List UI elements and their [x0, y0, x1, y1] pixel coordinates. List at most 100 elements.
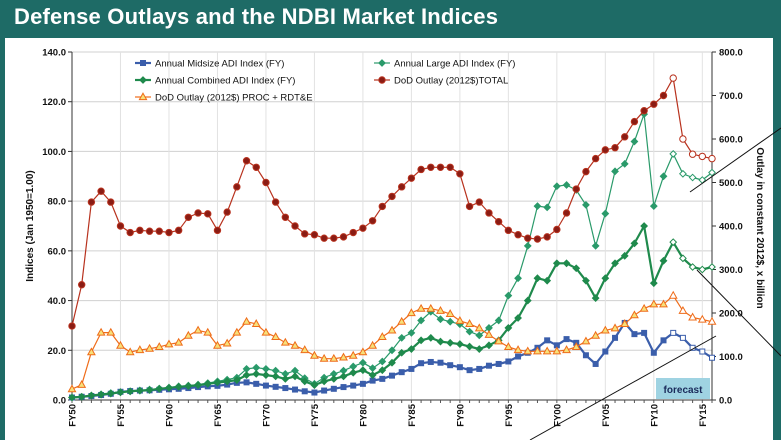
data-point: [87, 391, 96, 400]
data-point: [562, 259, 571, 268]
data-point: [204, 210, 212, 218]
x-tick-label: FY75: [310, 403, 321, 426]
data-point: [601, 209, 610, 218]
data-point: [533, 235, 542, 243]
data-point: [582, 352, 589, 359]
data-point: [282, 385, 289, 392]
data-point: [659, 91, 668, 100]
overlay-line-middle: [696, 269, 781, 357]
data-point: [330, 385, 337, 392]
data-point: [474, 323, 484, 332]
data-point: [359, 380, 366, 387]
data-point: [669, 238, 678, 247]
data-point: [699, 348, 706, 355]
data-point: [251, 319, 261, 327]
data-point: [650, 100, 658, 108]
overlay-line-upper: [689, 127, 781, 193]
data-point: [504, 291, 513, 300]
data-point: [552, 182, 561, 191]
data-point: [359, 224, 367, 232]
data-point: [688, 312, 698, 321]
data-point: [348, 350, 358, 359]
data-point: [408, 365, 415, 372]
data-point: [669, 74, 677, 82]
data-point: [523, 346, 533, 355]
forecast-box: [656, 378, 710, 399]
data-point: [649, 279, 658, 288]
data-point: [329, 374, 338, 383]
y2-tick-label: 700.0: [719, 91, 743, 102]
data-point: [379, 375, 386, 382]
data-point: [679, 334, 686, 341]
x-tick-label: FY60: [164, 404, 175, 427]
data-point: [708, 154, 716, 163]
data-point: [485, 209, 493, 217]
data-point: [77, 379, 87, 388]
data-point: [252, 163, 260, 171]
data-point: [329, 353, 339, 362]
data-point: [97, 187, 105, 195]
data-point: [300, 345, 310, 354]
overlay-line-lower: [529, 335, 717, 440]
data-point: [494, 316, 503, 325]
data-point: [504, 324, 513, 332]
x-tick-label: FY55: [116, 403, 127, 426]
data-point: [562, 209, 571, 217]
data-point: [678, 306, 688, 314]
data-point: [620, 251, 629, 260]
data-point: [407, 174, 416, 182]
data-point: [602, 348, 609, 355]
data-point: [611, 167, 619, 176]
data-point: [155, 227, 163, 235]
data-point: [350, 382, 357, 389]
data-point: [563, 336, 570, 343]
data-point: [330, 234, 338, 242]
data-point: [572, 185, 580, 193]
legend-label: Annual Large ADI Index (FY): [394, 59, 515, 70]
data-point: [446, 338, 455, 347]
data-point: [698, 152, 707, 161]
data-point: [106, 327, 116, 336]
data-point: [524, 234, 532, 242]
data-point: [503, 342, 513, 351]
data-point: [320, 377, 329, 386]
data-point: [262, 382, 269, 389]
data-point: [631, 331, 638, 338]
data-point: [465, 202, 474, 211]
data-point: [281, 374, 290, 383]
data-point: [707, 316, 717, 325]
x-tick-label: FY95: [504, 403, 515, 426]
y2-tick-label: 800.0: [719, 48, 743, 59]
data-point: [212, 340, 222, 349]
y2-tick-label: 200.0: [719, 309, 743, 320]
data-point: [523, 241, 532, 250]
data-point: [406, 308, 416, 317]
data-point: [155, 384, 164, 393]
y-tick-label: 20.0: [48, 346, 67, 357]
data-point: [368, 371, 377, 380]
x-tick-label: FY80: [358, 404, 369, 427]
data-point: [709, 354, 715, 361]
data-point: [513, 345, 523, 354]
data-point: [319, 353, 329, 362]
data-point: [466, 367, 473, 374]
data-point: [271, 332, 281, 341]
overlay-lines: [529, 127, 781, 440]
data-point: [292, 386, 299, 393]
data-point: [145, 227, 154, 235]
legend-label: Annual Combined ADI Index (FY): [155, 76, 295, 87]
data-point: [445, 309, 455, 317]
data-point: [582, 276, 590, 285]
data-point: [436, 315, 445, 324]
data-point: [601, 146, 610, 154]
data-point: [310, 381, 319, 389]
data-point: [641, 329, 648, 336]
data-point: [475, 345, 484, 353]
data-point: [77, 281, 86, 289]
data-point: [174, 337, 184, 346]
data-point: [697, 314, 707, 323]
data-point: [484, 329, 494, 338]
data-point: [494, 336, 504, 345]
data-point: [582, 167, 590, 176]
